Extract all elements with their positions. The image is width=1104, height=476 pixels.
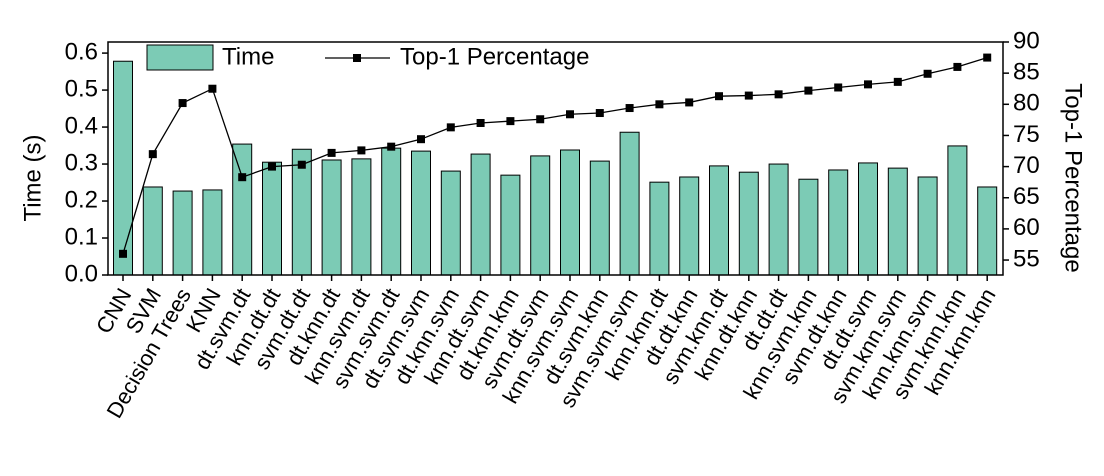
bar xyxy=(589,160,610,276)
y2-tick-label: 90 xyxy=(1013,27,1040,54)
legend-label: Top-1 Percentage xyxy=(400,43,589,70)
bar xyxy=(172,190,193,276)
y-tick-label: 0.6 xyxy=(65,38,98,65)
y2-tick-label: 85 xyxy=(1013,58,1040,85)
line-marker xyxy=(417,135,425,144)
bar xyxy=(232,143,253,276)
bar xyxy=(113,60,133,276)
line-marker xyxy=(238,173,247,182)
bar xyxy=(470,153,491,276)
plot-frame xyxy=(107,41,1004,276)
legend-marker xyxy=(353,54,361,62)
y-tick-label: 0.1 xyxy=(65,223,98,250)
y-tick-label: 0.0 xyxy=(65,260,98,287)
bar xyxy=(321,159,342,276)
bar xyxy=(649,181,670,276)
line-marker xyxy=(297,160,306,169)
line xyxy=(122,56,988,255)
bar xyxy=(411,150,431,276)
line-marker xyxy=(387,142,396,151)
line-marker xyxy=(834,83,843,92)
line-marker xyxy=(476,118,485,127)
bar xyxy=(202,189,223,276)
bar xyxy=(887,167,908,276)
line-marker xyxy=(685,98,694,107)
line-marker xyxy=(208,84,217,93)
y-tick-label: 0.5 xyxy=(65,75,98,102)
y-tick-label: 0.4 xyxy=(65,112,98,139)
y-axis-title: Time (s) xyxy=(19,134,46,221)
bar xyxy=(917,176,938,276)
bar xyxy=(262,161,282,276)
line-marker xyxy=(953,62,962,71)
line-marker xyxy=(774,90,783,99)
y2-tick-label: 60 xyxy=(1013,214,1040,241)
line-marker xyxy=(268,162,276,171)
bar xyxy=(381,147,402,276)
bar xyxy=(351,158,372,276)
line-marker xyxy=(446,123,455,132)
bar xyxy=(500,174,521,276)
bar xyxy=(709,165,729,276)
bar xyxy=(530,155,551,276)
bar xyxy=(828,169,849,276)
line-marker xyxy=(893,77,902,86)
y-tick-label: 0.2 xyxy=(65,186,98,213)
line-marker xyxy=(357,146,366,155)
line-marker xyxy=(625,104,634,113)
y2-tick-label: 65 xyxy=(1013,183,1040,210)
y2-tick-label: 80 xyxy=(1013,90,1040,117)
line-marker xyxy=(327,148,336,157)
line-marker xyxy=(804,86,813,95)
bar xyxy=(440,170,461,276)
line-marker xyxy=(983,53,992,62)
y2-tick-label: 70 xyxy=(1013,152,1040,179)
line-marker xyxy=(864,80,872,89)
bar xyxy=(560,149,580,276)
y2-axis-title: Top-1 Percentage xyxy=(1060,83,1087,272)
bar xyxy=(858,162,878,276)
line-marker xyxy=(566,110,574,119)
bar xyxy=(142,186,163,276)
bar xyxy=(679,176,700,276)
legend-label: Time xyxy=(222,43,274,70)
line-marker xyxy=(119,249,127,258)
line-marker xyxy=(506,117,515,126)
bar xyxy=(768,163,789,276)
y2-tick-label: 75 xyxy=(1013,121,1040,148)
bar xyxy=(947,145,968,276)
line-marker xyxy=(655,100,664,109)
bar xyxy=(738,171,759,276)
bar xyxy=(619,131,640,276)
line-marker xyxy=(536,115,545,124)
y2-tick-label: 55 xyxy=(1013,245,1040,272)
line-marker xyxy=(923,69,932,78)
bar xyxy=(977,186,998,276)
line-marker xyxy=(715,92,723,101)
line-marker xyxy=(178,99,187,108)
bar xyxy=(798,178,819,276)
line-marker xyxy=(595,109,604,118)
line-marker xyxy=(744,91,753,100)
line-marker xyxy=(148,150,157,159)
legend-swatch xyxy=(146,44,214,71)
y-tick-label: 0.3 xyxy=(65,149,98,176)
